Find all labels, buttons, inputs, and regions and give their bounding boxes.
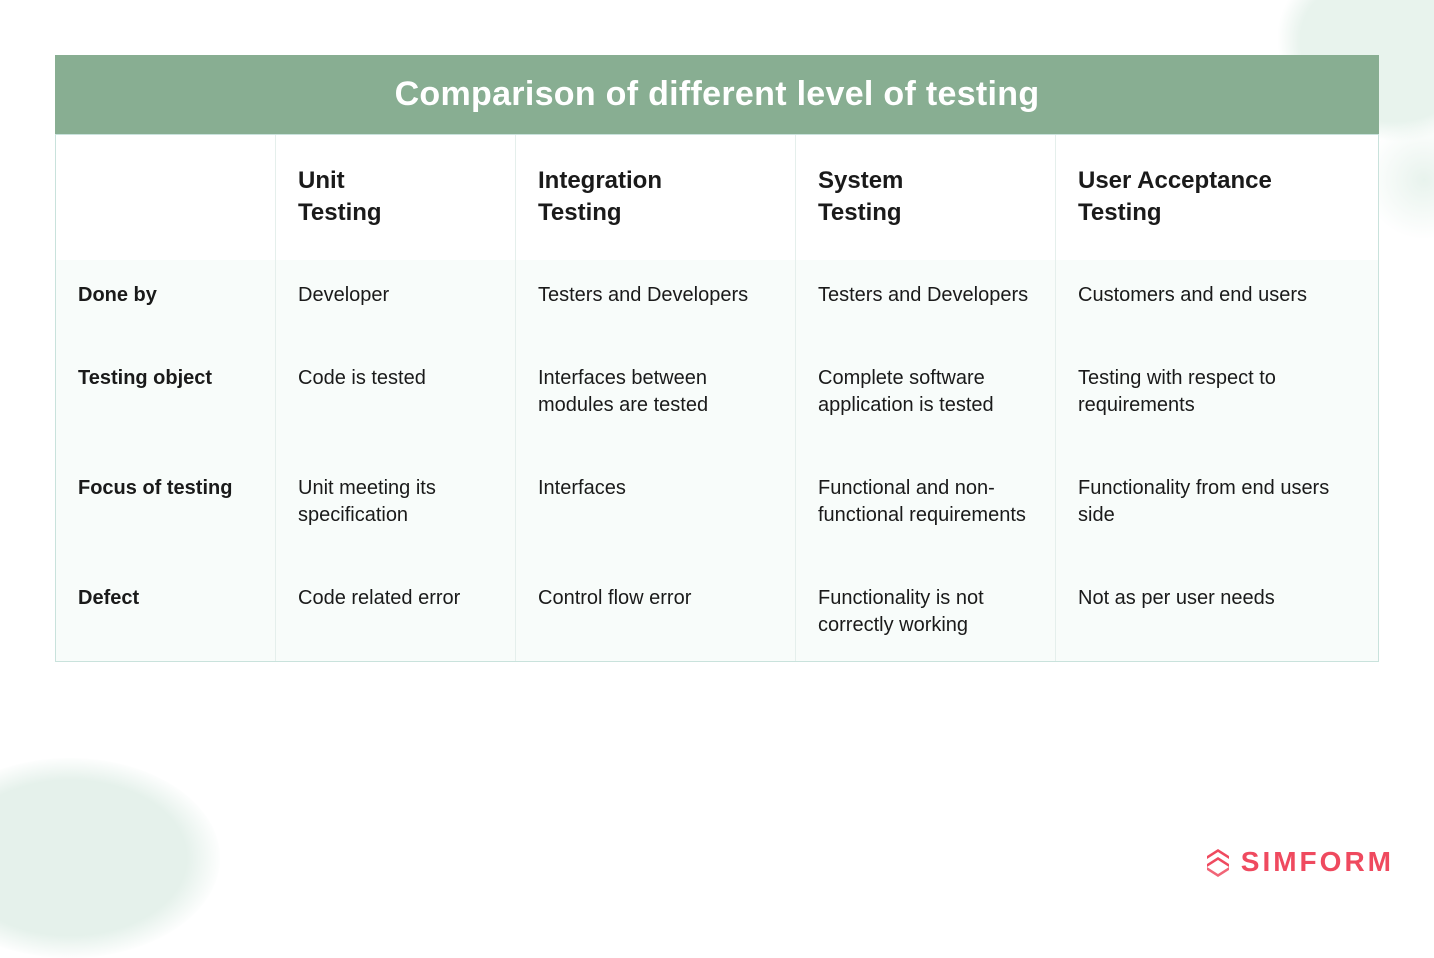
header-cell-empty <box>56 135 276 260</box>
comparison-table: Unit Testing Integration Testing System … <box>55 134 1379 662</box>
row-spacer <box>56 441 1378 453</box>
row-label-focus: Focus of testing <box>56 453 276 551</box>
cell: Developer <box>276 260 516 331</box>
table-row: Defect Code related error Control flow e… <box>56 563 1378 661</box>
cell: Not as per user needs <box>1056 563 1378 661</box>
cell: Testing with respect to requirements <box>1056 343 1378 441</box>
cell: Code related error <box>276 563 516 661</box>
content-wrap: Comparison of different level of testing… <box>0 0 1434 662</box>
table-row: Done by Developer Testers and Developers… <box>56 260 1378 331</box>
header-cell-unit: Unit Testing <box>276 135 516 260</box>
row-spacer <box>56 331 1378 343</box>
title-banner: Comparison of different level of testing <box>55 55 1379 134</box>
brand-name: SIMFORM <box>1241 846 1394 878</box>
header-cell-integration: Integration Testing <box>516 135 796 260</box>
cell: Unit meeting its specification <box>276 453 516 551</box>
row-label-defect: Defect <box>56 563 276 661</box>
row-label-testing-object: Testing object <box>56 343 276 441</box>
simform-logo-icon <box>1203 847 1233 877</box>
brand-logo: SIMFORM <box>1203 846 1394 878</box>
table-row: Focus of testing Unit meeting its specif… <box>56 453 1378 551</box>
cell: Functionality from end users side <box>1056 453 1378 551</box>
cell: Interfaces between modules are tested <box>516 343 796 441</box>
cell: Interfaces <box>516 453 796 551</box>
page-title: Comparison of different level of testing <box>395 75 1040 113</box>
cell: Code is tested <box>276 343 516 441</box>
header-cell-uat: User Acceptance Testing <box>1056 135 1378 260</box>
row-spacer <box>56 551 1378 563</box>
cell: Testers and Developers <box>796 260 1056 331</box>
cell: Customers and end users <box>1056 260 1378 331</box>
header-cell-system: System Testing <box>796 135 1056 260</box>
row-label-done-by: Done by <box>56 260 276 331</box>
decorative-blob-bottom-left <box>0 758 220 958</box>
cell: Functionality is not correctly working <box>796 563 1056 661</box>
table-row: Testing object Code is tested Interfaces… <box>56 343 1378 441</box>
cell: Testers and Developers <box>516 260 796 331</box>
cell: Functional and non-functional requiremen… <box>796 453 1056 551</box>
cell: Complete software application is tested <box>796 343 1056 441</box>
table-header-row: Unit Testing Integration Testing System … <box>56 135 1378 260</box>
cell: Control flow error <box>516 563 796 661</box>
